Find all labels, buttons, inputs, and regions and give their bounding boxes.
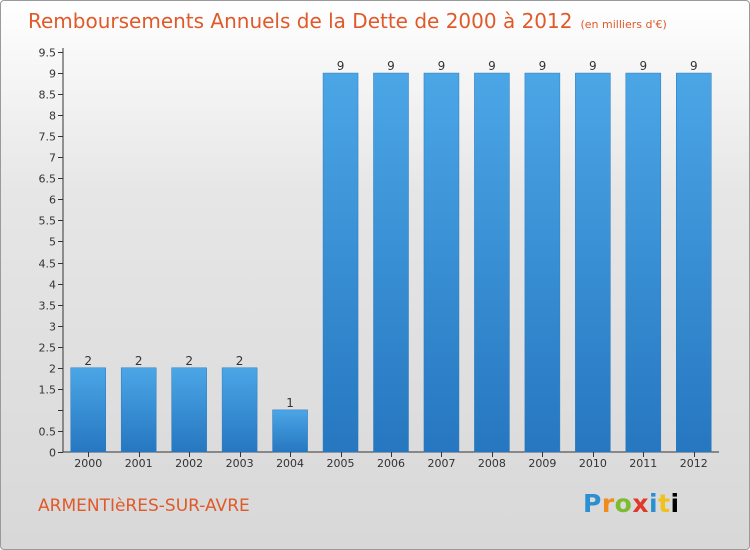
bar (524, 72, 561, 453)
logo-letter: P (583, 489, 602, 518)
y-tick-label: 4.5 (39, 258, 57, 271)
y-tick-label: 4 (49, 279, 56, 292)
x-tick-label: 2003 (226, 457, 254, 470)
bar (70, 367, 106, 453)
bar-value-label: 1 (286, 396, 294, 410)
bar (676, 72, 712, 453)
x-tick-label: 2006 (377, 457, 405, 470)
bar-value-label: 9 (438, 59, 446, 73)
bar-value-label: 9 (337, 59, 345, 73)
bar-value-label: 2 (185, 354, 193, 368)
bar (272, 409, 308, 453)
x-tick-label: 2011 (629, 457, 657, 470)
x-tick-label: 2000 (74, 457, 102, 470)
unit-label: (en milliers d'€) (580, 18, 667, 31)
bar (474, 72, 510, 453)
y-tick-label: 7.5 (39, 131, 57, 144)
y-tick-label: 8.5 (39, 89, 57, 102)
x-tick-label: 2007 (427, 457, 455, 470)
x-tick-label: 2004 (276, 457, 304, 470)
y-tick-label: 2 (49, 363, 56, 376)
x-tick-label: 2001 (125, 457, 153, 470)
proxiti-logo: Proxiti (583, 489, 680, 518)
y-tick-label: 9 (49, 68, 56, 81)
logo-letter: t (658, 489, 671, 518)
title-text: Remboursements Annuels de la Dette de 20… (28, 9, 573, 33)
x-tick-label: 2005 (327, 457, 355, 470)
bar (373, 72, 409, 453)
x-tick-label: 2008 (478, 457, 506, 470)
y-tick-label: 6.5 (39, 173, 57, 186)
y-tick-label: 3.5 (39, 300, 57, 313)
bar-value-label: 9 (639, 59, 647, 73)
bar-value-label: 9 (488, 59, 496, 73)
bar (171, 367, 207, 453)
x-tick-label: 2002 (175, 457, 203, 470)
y-tick-label: 7 (49, 152, 56, 165)
y-tick-label: 2.5 (39, 342, 57, 355)
y-tick-label: 9.5 (39, 47, 57, 60)
logo-letter: i (649, 489, 659, 518)
bar-value-label: 9 (387, 59, 395, 73)
commune-name: ARMENTIèRES-SUR-AVRE (38, 496, 250, 516)
bar (575, 72, 611, 453)
bar (120, 367, 157, 453)
y-tick-label: 6 (49, 194, 56, 207)
bar-value-label: 9 (690, 59, 698, 73)
y-tick-label: 8 (49, 110, 56, 123)
logo-letter: x (632, 489, 649, 518)
bar (423, 72, 460, 453)
bar (221, 367, 258, 453)
bar-value-label: 2 (236, 354, 244, 368)
bar-value-label: 9 (539, 59, 547, 73)
x-tick-label: 2010 (579, 457, 607, 470)
logo-letter: o (614, 489, 633, 518)
x-tick-label: 2009 (528, 457, 556, 470)
logo-letter: i (670, 489, 680, 518)
y-tick-label: 3 (49, 321, 56, 334)
bar-value-label: 2 (84, 354, 92, 368)
chart-title: Remboursements Annuels de la Dette de 20… (28, 9, 667, 33)
bar (625, 72, 662, 453)
bar (322, 72, 359, 453)
y-tick-label: 0.5 (39, 426, 57, 439)
x-tick-label: 2012 (680, 457, 708, 470)
bar-value-label: 9 (589, 59, 597, 73)
logo-letter: r (601, 489, 615, 518)
y-tick-label: 1.5 (39, 384, 57, 397)
bar-value-label: 2 (135, 354, 143, 368)
y-tick-label: 0 (49, 447, 56, 460)
y-tick-label: 5 (49, 236, 56, 249)
y-tick-label: 5.5 (39, 215, 57, 228)
